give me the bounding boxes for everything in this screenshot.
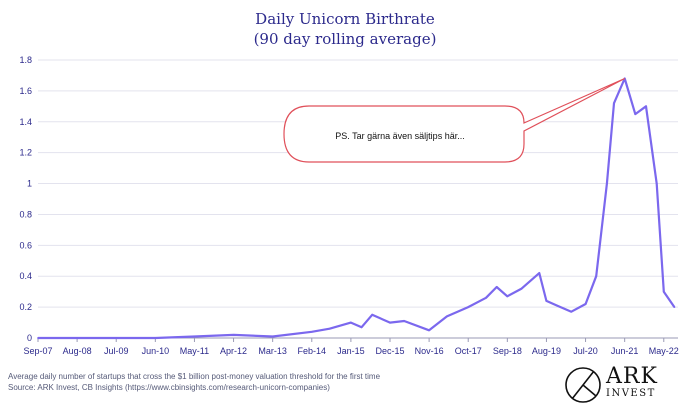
data-point [634,113,637,115]
x-tick-label: Feb-14 [298,346,327,356]
callout-pointer [283,77,625,163]
x-tick-label: Aug-08 [63,346,92,356]
data-point [232,334,235,336]
x-tick-label: Sep-07 [23,346,52,356]
data-point [520,287,523,290]
data-point [556,304,558,307]
footnote-source: Source: ARK Invest, CB Insights (https:/… [8,383,330,392]
x-tick-label: Nov-16 [415,346,444,356]
data-point [467,306,470,308]
data-point [584,303,587,305]
y-tick-label: 1.6 [19,86,32,96]
data-point [662,290,665,293]
x-tick-label: Jun-10 [142,346,170,356]
data-point [403,320,406,322]
y-axis: 0 0.2 0.4 0.6 0.8 1 1.2 1.4 1.6 1.8 [19,55,32,343]
y-tick-label: 1 [27,179,32,189]
y-tick-label: 1.8 [19,55,32,65]
data-point [645,105,647,108]
ark-logo-text: ARK INVEST [606,366,658,400]
data-point [606,182,608,185]
data-point [428,329,430,332]
data-point [350,321,352,324]
data-point [310,330,313,333]
y-tick-label: 0 [27,333,32,343]
chart-title: Daily Unicorn Birthrate [255,10,435,28]
y-tick-label: 0.2 [19,302,32,312]
footnote-description: Average daily number of startups that cr… [8,372,381,381]
data-point [115,337,118,339]
data-point [485,296,487,299]
x-tick-label: Jul-20 [573,346,598,356]
callout-bubble [283,77,625,163]
chart-subtitle: (90 day rolling average) [253,30,437,48]
data-point [328,327,331,330]
data-point [595,275,598,278]
data-point [506,295,509,298]
data-point [538,272,541,274]
callout-text: PS. Tar gärna även säljtips här... [335,131,465,141]
data-point [154,337,157,339]
x-axis: Sep-07 Aug-08 Jul-09 Jun-10 May-11 Apr-12 Mar-… [23,337,679,356]
x-tick-label: Jun-21 [611,346,639,356]
logo-ark: ARK [606,364,658,389]
y-tick-label: 1.2 [19,148,32,158]
data-point [76,337,78,339]
data-point [613,102,615,105]
x-tick-label: Sep-18 [493,346,522,356]
data-point [673,306,676,308]
y-tick-label: 0.8 [19,209,32,219]
data-point [446,315,448,318]
x-tick-label: Jul-09 [104,346,129,356]
logo-invest: INVEST [606,388,656,399]
x-tick-label: Dec-15 [375,346,404,356]
x-tick-label: Oct-17 [455,346,482,356]
data-point [371,313,374,316]
x-tick-label: Mar-13 [258,346,287,356]
data-point [37,337,39,339]
grid [38,59,678,339]
series [37,77,676,340]
x-tick-label: Aug-19 [532,346,561,356]
data-point [545,300,548,302]
data-point [193,335,196,338]
ark-logo-icon [565,367,601,403]
data-point [271,335,274,338]
x-tick-label: May-11 [180,346,209,356]
data-point [360,326,363,329]
data-point [570,310,573,313]
x-tick-label: Apr-12 [220,346,247,356]
data-point [389,321,391,324]
data-point [495,286,498,288]
x-tick-label: Jan-15 [337,346,365,356]
y-tick-label: 0.4 [19,271,32,281]
y-tick-label: 0.6 [19,240,32,250]
x-tick-label: May-22 [649,346,679,356]
data-point [655,182,658,185]
y-tick-label: 1.4 [19,117,32,127]
